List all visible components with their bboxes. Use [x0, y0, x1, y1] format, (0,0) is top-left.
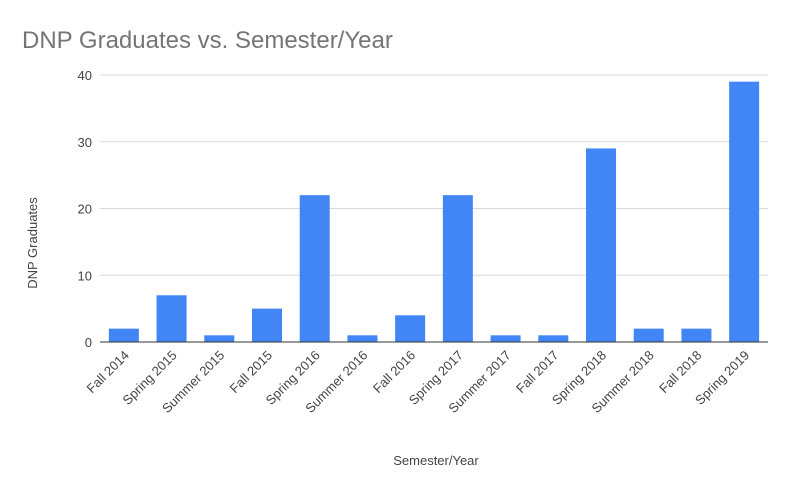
x-tick-label: Fall 2015 — [227, 348, 275, 396]
bar — [442, 195, 473, 342]
bar — [252, 308, 282, 342]
y-tick-label: 40 — [78, 68, 92, 83]
y-tick-label: 10 — [78, 268, 92, 283]
chart-title: DNP Graduates vs. Semester/Year — [22, 27, 393, 54]
bar — [156, 295, 187, 342]
bar — [395, 315, 426, 342]
bar — [299, 195, 330, 342]
bar — [681, 328, 712, 342]
y-tick-label: 30 — [78, 135, 92, 150]
bar — [586, 148, 616, 342]
bar — [633, 328, 664, 342]
x-tick-label: Fall 2018 — [656, 348, 704, 396]
x-tick-label: Fall 2014 — [84, 348, 132, 396]
y-axis-title: DNP Graduates — [25, 197, 40, 289]
x-tick-label: Fall 2017 — [513, 348, 561, 396]
x-tick-label: Fall 2016 — [370, 348, 418, 396]
bar — [538, 335, 569, 342]
bar — [347, 335, 378, 342]
y-tick-label: 0 — [85, 335, 92, 350]
bar — [204, 335, 235, 342]
bar — [729, 81, 760, 343]
y-tick-label: 20 — [78, 202, 92, 217]
x-axis-title: Semester/Year — [393, 453, 479, 468]
bar — [108, 328, 139, 342]
bar — [490, 335, 521, 342]
